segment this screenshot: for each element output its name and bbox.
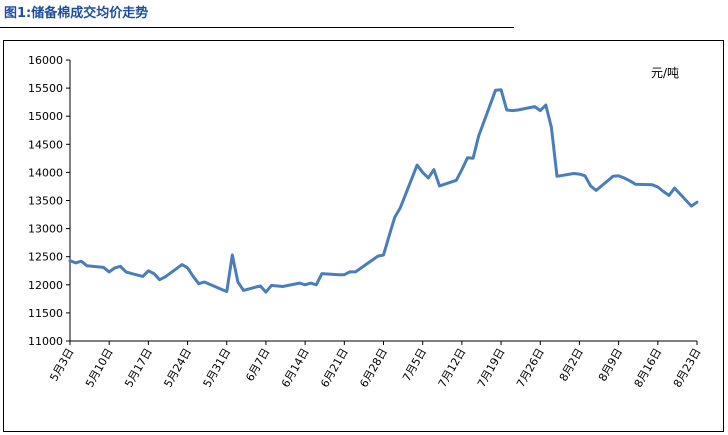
- x-tick-label: 5月10日: [83, 346, 116, 390]
- y-tick-label: 14500: [28, 138, 63, 151]
- x-tick-label: 5月3日: [47, 346, 76, 384]
- unit-label: 元/吨: [651, 66, 679, 80]
- figure-title: 图1:储备棉成交均价走势: [4, 6, 149, 21]
- x-tick-label: 7月26日: [514, 346, 547, 390]
- y-tick-label: 14000: [28, 166, 63, 179]
- y-tick-label: 11500: [28, 307, 63, 320]
- x-tick-label: 6月28日: [357, 346, 390, 390]
- x-tick-label: 6月21日: [318, 346, 351, 390]
- x-tick-label: 5月24日: [161, 346, 194, 390]
- x-tick-label: 8月2日: [557, 346, 586, 384]
- x-tick-label: 7月12日: [436, 346, 469, 390]
- y-tick-label: 16000: [28, 54, 63, 67]
- y-tick-label: 13500: [28, 195, 63, 208]
- y-tick-label: 15500: [28, 82, 63, 95]
- y-tick-label: 13000: [28, 223, 63, 236]
- title-divider: [0, 27, 514, 28]
- x-tick-label: 8月16日: [632, 346, 665, 390]
- x-tick-label: 7月5日: [400, 346, 429, 384]
- series-line: [68, 88, 699, 294]
- x-tick-label: 6月7日: [243, 346, 272, 384]
- chart-frame: [3, 40, 724, 432]
- x-axis-ticks: 5月3日 5月10日 5月17日 5月24日 5月31日 6月7日 6月14日 6月21日 6月…: [47, 341, 704, 390]
- x-tick-label: 5月17日: [122, 346, 155, 390]
- x-tick-label: 8月23日: [671, 346, 704, 390]
- x-tick-label: 8月9日: [596, 346, 625, 384]
- y-tick-label: 12000: [28, 279, 63, 292]
- x-tick-label: 6月14日: [279, 346, 312, 390]
- x-tick-label: 5月31日: [201, 346, 234, 390]
- y-tick-label: 11000: [28, 335, 63, 348]
- y-tick-label: 12500: [28, 251, 63, 264]
- y-tick-label: 15000: [28, 110, 63, 123]
- y-axis-ticks: 11000 11500 12000 12500 13000 13500 14000 14500…: [28, 54, 70, 348]
- x-tick-label: 7月19日: [475, 346, 508, 390]
